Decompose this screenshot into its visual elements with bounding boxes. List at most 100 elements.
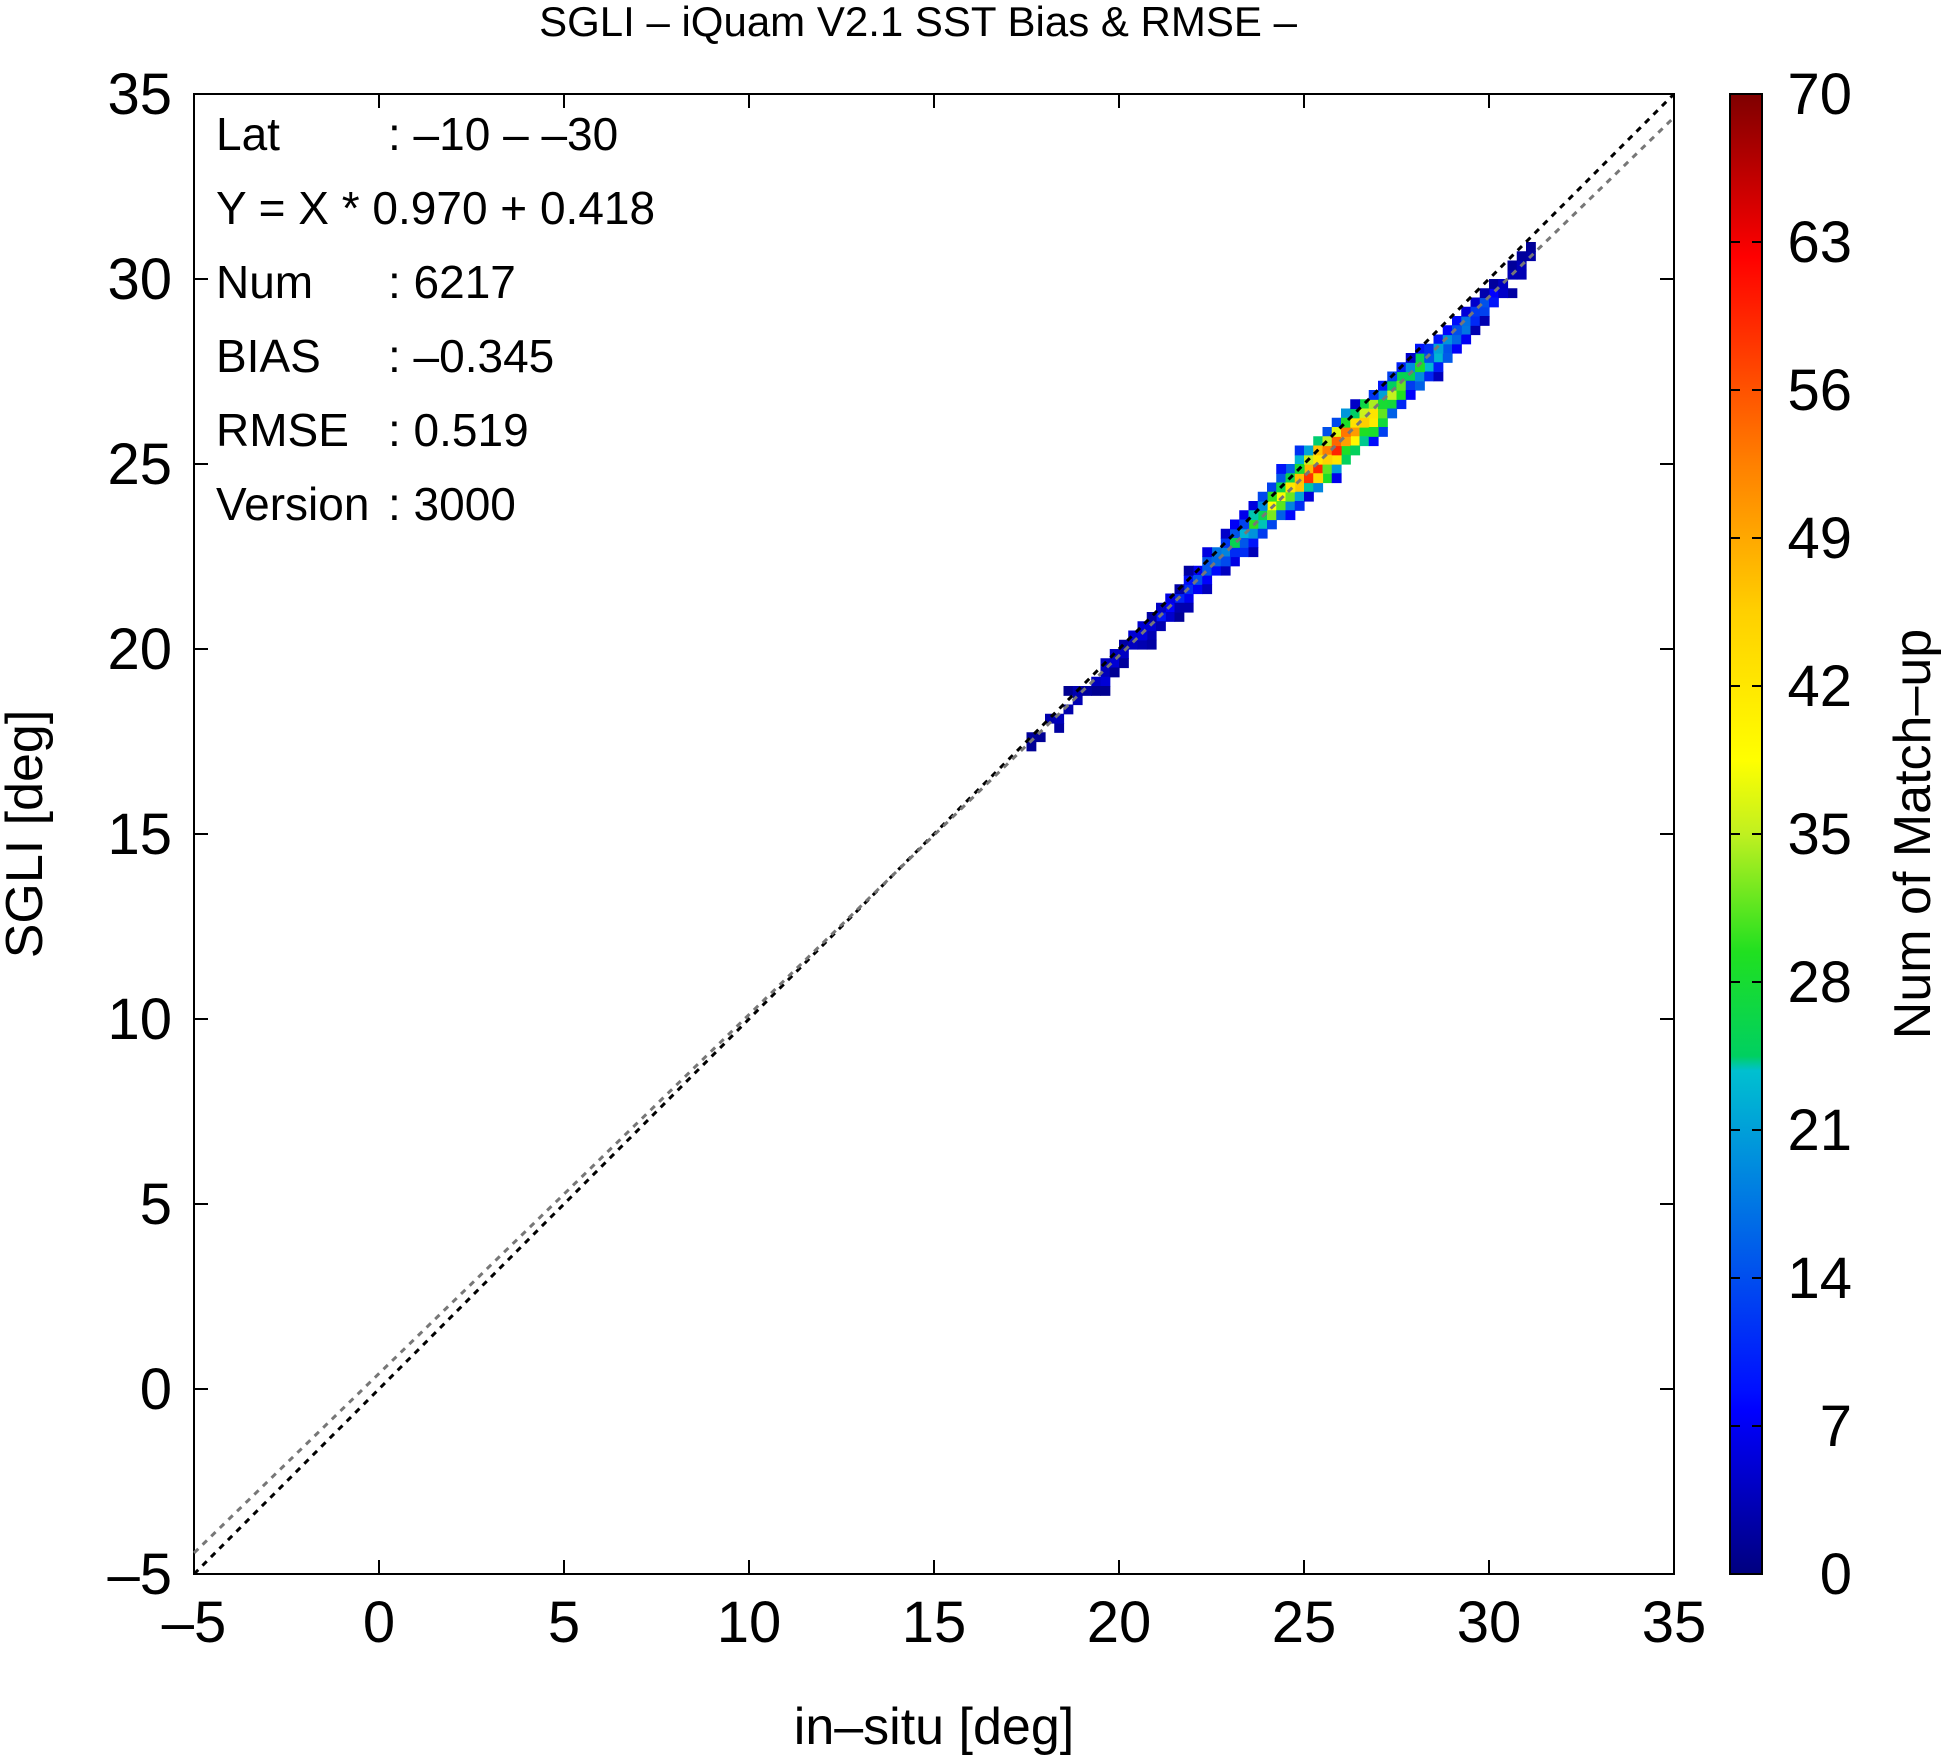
heatmap-cell — [1331, 473, 1342, 484]
heatmap-cell — [1350, 445, 1361, 456]
heatmap-cell — [1100, 667, 1111, 678]
heatmap-cell — [1341, 436, 1351, 447]
heatmap-cell — [1304, 491, 1314, 502]
y-tick-label: –5 — [107, 1542, 172, 1607]
heatmap-cell — [1368, 427, 1379, 437]
regression-line — [192, 116, 1676, 1555]
heatmap-cell — [1156, 621, 1166, 632]
heatmap-cell — [1137, 639, 1148, 650]
heatmap-cell — [1267, 510, 1277, 521]
y-tick-label: 35 — [107, 62, 172, 127]
plot-area — [192, 92, 1676, 1576]
y-tick-label: 5 — [140, 1172, 172, 1237]
heatmap-cell — [1313, 454, 1324, 465]
heatmap-cell — [1304, 482, 1314, 493]
y-tick-label: 20 — [107, 617, 172, 682]
heatmap-cell — [1359, 436, 1370, 447]
y-tick-label: 15 — [107, 802, 172, 867]
heatmap-cell — [1322, 445, 1333, 456]
heatmap-cell — [1091, 686, 1102, 696]
heatmap-cell — [1285, 510, 1296, 521]
heatmap-cell — [1331, 454, 1342, 465]
heatmap-cell — [1470, 316, 1481, 326]
heatmap-cell — [1230, 547, 1240, 558]
heatmap-cell — [1313, 436, 1324, 447]
stat-key: RMSE — [216, 404, 349, 456]
heatmap-cell — [1183, 593, 1194, 604]
x-tick-label: 20 — [1087, 1590, 1152, 1655]
heatmap-cell — [1063, 686, 1074, 696]
heatmap-cell — [1331, 445, 1342, 456]
heatmap-cell — [1100, 686, 1111, 696]
heatmap-cell — [1442, 343, 1453, 354]
x-tick-label: 0 — [363, 1590, 395, 1655]
heatmap-cell — [1119, 649, 1129, 659]
y-axis: –5 0 5 10 15 20 25 30 35 — [107, 62, 1674, 1607]
heatmap-cell — [1294, 473, 1305, 484]
heatmap-cell — [1220, 538, 1231, 548]
colorbar-tick-label: 49 — [1787, 506, 1852, 571]
heatmap-cell — [1498, 288, 1509, 299]
one-to-one-line — [192, 92, 1676, 1576]
heatmap-cell — [1257, 491, 1268, 502]
heatmap-cell — [1239, 519, 1250, 530]
heatmap-cell — [1331, 436, 1342, 447]
y-tick-label: 10 — [107, 987, 172, 1052]
stat-key: BIAS — [216, 330, 321, 382]
heatmap-cell — [1322, 454, 1333, 465]
heatmap-cell — [1304, 464, 1314, 474]
heatmap-cell — [1211, 565, 1222, 576]
heatmap-cell — [1341, 427, 1351, 437]
heatmap-cell — [1230, 519, 1240, 530]
colorbar-tick-label: 28 — [1787, 950, 1852, 1015]
heatmap-cell — [1452, 334, 1462, 345]
colorbar-tick-label: 14 — [1787, 1246, 1852, 1311]
heatmap-cell — [1248, 528, 1259, 539]
heatmap-cell — [1119, 639, 1129, 650]
heatmap-cell — [1294, 445, 1305, 456]
heatmap-cell — [1378, 390, 1388, 400]
stat-value: : 6217 — [388, 256, 516, 308]
heatmap-cell — [1424, 362, 1435, 373]
chart-title: SGLI – iQuam V2.1 SST Bias & RMSE – — [539, 0, 1298, 45]
stats-box: Lat: –10 – –30 Y = X * 0.970 + 0.418 Num: … — [216, 108, 655, 530]
heatmap-cell — [1174, 612, 1185, 622]
heatmap-cell — [1220, 528, 1231, 539]
x-tick-label: 35 — [1642, 1590, 1707, 1655]
colorbar-tick-label: 42 — [1787, 654, 1852, 719]
heatmap-cell — [1341, 454, 1351, 465]
stat-value: : –10 – –30 — [388, 108, 618, 160]
y-tick-label: 30 — [107, 247, 172, 312]
heatmap-cell — [1100, 676, 1111, 687]
y-tick-label: 0 — [140, 1357, 172, 1422]
heatmap-cell — [1294, 491, 1305, 502]
heatmap-cell — [1489, 297, 1499, 308]
heatmap-cell — [1516, 269, 1527, 280]
heatmap-cell — [1026, 732, 1037, 743]
heatmap-cell — [1294, 501, 1305, 511]
heatmap-cell — [1026, 741, 1037, 752]
heatmap-cell — [1285, 464, 1296, 474]
heatmap-cell — [1359, 408, 1370, 419]
heatmap-cell — [1276, 501, 1287, 511]
heatmap-cell — [1479, 297, 1490, 308]
heatmap-cell — [1146, 639, 1157, 650]
heatmap-cell — [1378, 408, 1388, 419]
heatmap-cell — [1045, 713, 1055, 724]
heatmap-cell — [1063, 704, 1074, 715]
heatmap-cell — [1526, 242, 1536, 252]
heatmap-cell — [1452, 325, 1462, 336]
x-tick-label: 15 — [902, 1590, 967, 1655]
heatmap-cell — [1461, 306, 1472, 317]
heatmap-cell — [1507, 260, 1518, 271]
heatmap-cell — [1479, 306, 1490, 317]
heatmap-cell — [1489, 288, 1499, 299]
x-tick-label: 5 — [548, 1590, 580, 1655]
heatmap-cell — [1433, 371, 1444, 382]
heatmap-cell — [1433, 343, 1444, 354]
heatmap-cell — [1359, 427, 1370, 437]
heatmap-cell — [1322, 473, 1333, 484]
heatmap-cell — [1387, 408, 1398, 419]
heatmap-cell — [1257, 501, 1268, 511]
heatmap-cell — [1359, 399, 1370, 410]
